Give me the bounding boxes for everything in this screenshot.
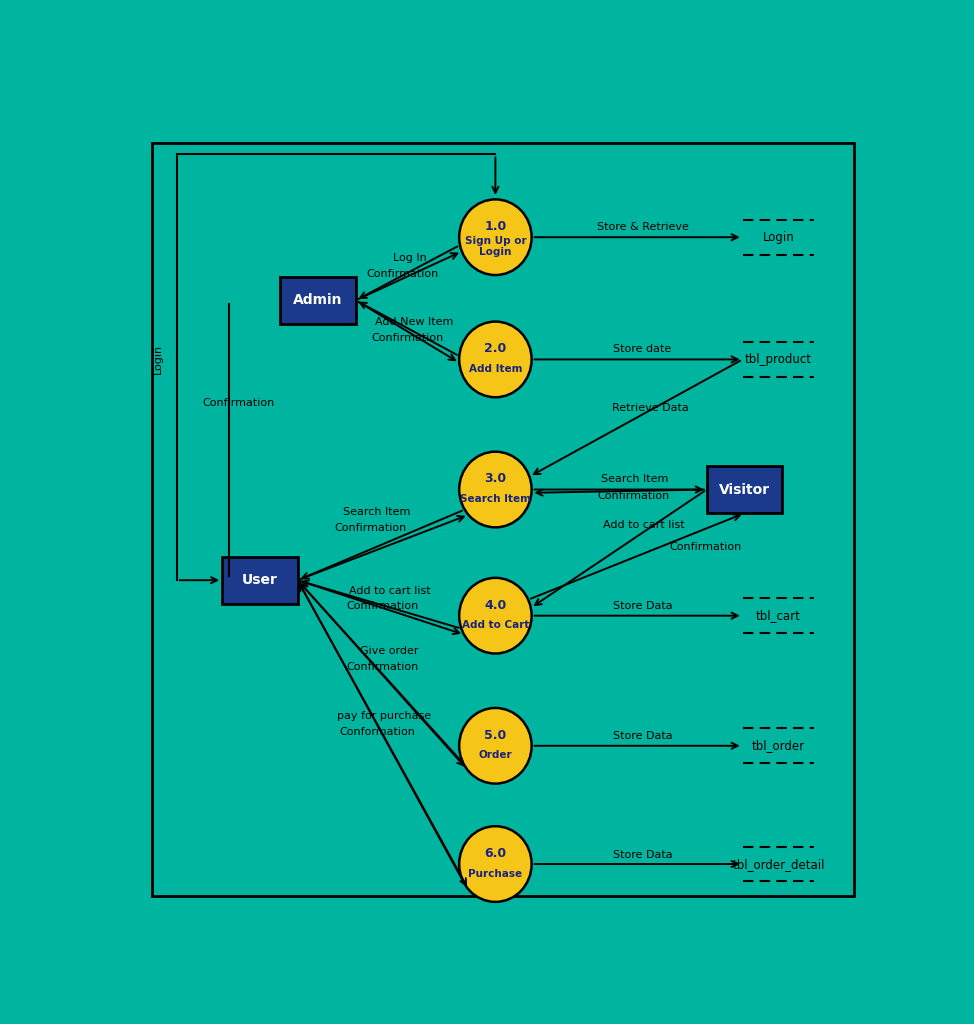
Text: 4.0: 4.0: [484, 599, 506, 611]
Circle shape: [459, 826, 532, 902]
Text: pay for purchase: pay for purchase: [337, 711, 431, 721]
Text: Conformation: Conformation: [339, 727, 415, 736]
Text: Order: Order: [478, 751, 512, 760]
Text: Search Item: Search Item: [343, 507, 411, 517]
Text: Add to Cart: Add to Cart: [462, 621, 529, 630]
Text: Admin: Admin: [293, 293, 343, 307]
Text: tbl_product: tbl_product: [745, 353, 812, 366]
Text: 1.0: 1.0: [484, 220, 506, 233]
Text: Confirmation: Confirmation: [335, 523, 407, 534]
Text: Confirmation: Confirmation: [366, 269, 438, 280]
Text: Give order: Give order: [360, 646, 419, 656]
Text: 2.0: 2.0: [484, 342, 506, 355]
Text: 5.0: 5.0: [484, 729, 506, 741]
Text: Add to cart list: Add to cart list: [349, 586, 431, 596]
Text: Confirmation: Confirmation: [346, 662, 418, 672]
Text: Add to cart list: Add to cart list: [603, 520, 685, 530]
Text: Add Item: Add Item: [468, 364, 522, 374]
Text: Retrieve Data: Retrieve Data: [612, 403, 689, 414]
Text: Visitor: Visitor: [719, 482, 770, 497]
Text: Confirmation: Confirmation: [669, 542, 741, 552]
Text: User: User: [242, 573, 278, 587]
Text: Store & Retrieve: Store & Retrieve: [597, 222, 689, 232]
Text: 3.0: 3.0: [484, 472, 506, 485]
Text: Search Item: Search Item: [601, 474, 669, 484]
Text: Confirmation: Confirmation: [203, 397, 275, 408]
Circle shape: [459, 200, 532, 275]
Circle shape: [459, 322, 532, 397]
Text: 6.0: 6.0: [484, 847, 506, 860]
Text: Store Data: Store Data: [613, 850, 672, 859]
Text: Confirmation: Confirmation: [371, 333, 443, 343]
Text: Store Data: Store Data: [613, 731, 672, 741]
Text: tbl_cart: tbl_cart: [756, 609, 801, 623]
Bar: [222, 557, 298, 604]
Text: Login: Login: [763, 230, 795, 244]
Text: Sign Up or
Login: Sign Up or Login: [465, 236, 526, 257]
Text: Store date: Store date: [614, 344, 672, 354]
Bar: [707, 466, 782, 513]
Circle shape: [459, 452, 532, 527]
Bar: [281, 276, 356, 324]
Circle shape: [459, 708, 532, 783]
Text: tbl_order: tbl_order: [752, 739, 805, 753]
Text: Confirmation: Confirmation: [597, 490, 670, 501]
Text: Log In: Log In: [393, 254, 427, 263]
Text: tbl_order_detail: tbl_order_detail: [732, 857, 825, 870]
Text: Purchase: Purchase: [468, 868, 522, 879]
Circle shape: [459, 578, 532, 653]
Text: Search Item: Search Item: [460, 494, 531, 504]
Text: Add New Item: Add New Item: [375, 316, 454, 327]
Text: Login: Login: [153, 344, 163, 375]
Text: Store Data: Store Data: [613, 601, 672, 611]
Text: Confirmation: Confirmation: [346, 601, 418, 611]
